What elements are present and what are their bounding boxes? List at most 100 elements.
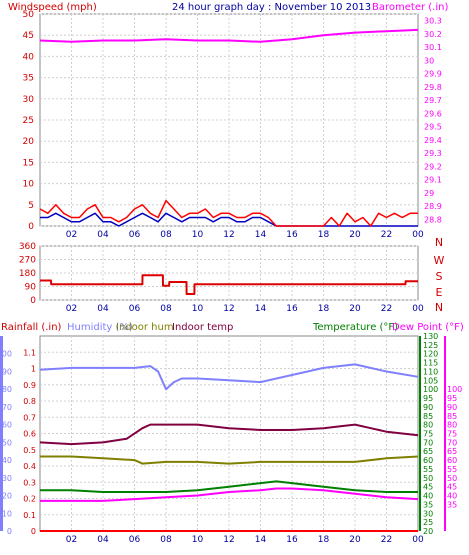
wind-xtick-10: 10	[192, 230, 204, 240]
temp-xtick-22: 22	[381, 535, 392, 545]
direction-xtick-08: 08	[160, 304, 172, 314]
windspeed-axis-title: Windspeed (mph)	[8, 2, 97, 13]
dew-ytick-95: 95	[447, 394, 457, 403]
dew-ytick-45: 45	[447, 483, 457, 492]
humidity-ytick-10: 10	[2, 509, 12, 518]
temp-ytick-45: 45	[423, 483, 433, 492]
temp-ytick-95: 95	[423, 394, 433, 403]
compass-label-4: N	[435, 301, 443, 314]
temp-ytick-105: 105	[423, 376, 438, 385]
humidity-ytick-90: 90	[2, 367, 12, 376]
baro-ytick-28.8: 28.8	[424, 215, 442, 224]
temp-ytick-65: 65	[423, 447, 433, 456]
temp-xtick-10: 10	[192, 535, 204, 545]
baro-ytick-29.3: 29.3	[424, 149, 442, 158]
humidity-ytick-0: 0	[7, 527, 12, 536]
series-temperature---f-	[40, 480, 418, 493]
compass-label-0: N	[435, 236, 443, 249]
dew-ytick-85: 85	[447, 412, 457, 421]
rain-ytick-0.5: 0.5	[23, 446, 36, 455]
compass-label-1: W	[434, 254, 445, 267]
wind-xtick-04: 04	[97, 230, 109, 240]
wind-xtick-16: 16	[286, 230, 298, 240]
wind-ytick-10: 10	[23, 180, 35, 190]
dew-ytick-60: 60	[447, 456, 457, 465]
temp-ytick-100: 100	[423, 385, 438, 394]
dew-ytick-100: 100	[447, 385, 462, 394]
rain-ytick-0.8: 0.8	[23, 397, 36, 406]
wind-ytick-15: 15	[23, 158, 34, 168]
temp-ytick-130: 130	[423, 332, 438, 341]
wind-ytick-45: 45	[23, 31, 34, 41]
direction-xtick-10: 10	[192, 304, 204, 314]
series-dew-point---f-	[40, 487, 419, 502]
direction-ytick-90: 90	[25, 283, 37, 293]
baro-ytick-29.5: 29.5	[424, 123, 442, 132]
rain-ytick-0.7: 0.7	[23, 413, 36, 422]
rain-ytick-0.1: 0.1	[23, 511, 36, 520]
direction-ytick-360: 360	[19, 242, 36, 252]
wind-xtick-14: 14	[255, 230, 267, 240]
humidity-ytick-60: 60	[2, 421, 12, 430]
dew-ytick-65: 65	[447, 447, 457, 456]
wind-xtick-20: 20	[349, 230, 361, 240]
temp-ytick-25: 25	[423, 518, 433, 527]
temp-ytick-35: 35	[423, 500, 433, 509]
wind-ytick-25: 25	[23, 116, 34, 126]
direction-xtick-14: 14	[255, 304, 267, 314]
baro-ytick-29.1: 29.1	[424, 176, 442, 185]
temp-xtick-08: 08	[160, 535, 172, 545]
dew-ytick-55: 55	[447, 465, 457, 474]
temp-ytick-55: 55	[423, 465, 433, 474]
wind-ytick-0: 0	[28, 222, 34, 232]
humidity-ytick-40: 40	[2, 456, 12, 465]
rain-ytick-1: 1	[31, 365, 36, 374]
direction-xtick-20: 20	[349, 304, 361, 314]
direction-xtick-04: 04	[97, 304, 109, 314]
indoor-hum-legend-label: Indoor hum	[116, 322, 174, 333]
rain-ytick-0.6: 0.6	[23, 430, 36, 439]
baro-ytick-30.2: 30.2	[424, 30, 442, 39]
humidity-axis-bar	[0, 336, 3, 531]
compass-label-3: E	[436, 286, 443, 299]
wind-xtick-18: 18	[318, 230, 330, 240]
series-wind-gust--mph-	[39, 199, 418, 227]
series-humidity----	[39, 363, 419, 391]
rain-ytick-0.2: 0.2	[23, 495, 36, 504]
baro-ytick-29.6: 29.6	[424, 109, 442, 118]
baro-ytick-30.3: 30.3	[424, 17, 442, 26]
direction-ytick-270: 270	[19, 256, 36, 266]
temp-xtick-04: 04	[97, 535, 109, 545]
dew-ytick-90: 90	[447, 403, 457, 412]
humidity-legend-label: Humidity (%)	[67, 322, 133, 333]
temp-xtick-06: 06	[129, 535, 141, 545]
baro-ytick-29.4: 29.4	[424, 136, 442, 145]
baro-ytick-29.8: 29.8	[424, 83, 442, 92]
temp-xtick-18: 18	[318, 535, 330, 545]
temp-ytick-60: 60	[423, 456, 433, 465]
wind-ytick-35: 35	[23, 74, 34, 84]
series-indoor-hum	[40, 455, 419, 465]
compass-label-2: S	[436, 270, 443, 283]
wind-xtick-00: 00	[412, 230, 424, 240]
wind-xtick-22: 22	[381, 230, 392, 240]
wind-ytick-5: 5	[28, 201, 34, 211]
chart-layer: 0510152025303540455028.828.92929.129.229…	[0, 10, 462, 545]
temp-ytick-90: 90	[423, 403, 433, 412]
direction-xtick-16: 16	[286, 304, 298, 314]
series-wind-direction	[40, 274, 418, 295]
rainfall-axis-title: Rainfall (.in)	[1, 322, 62, 333]
temp-ytick-125: 125	[423, 341, 438, 350]
dew-point-axis-title: Dew Point (°F)	[392, 322, 464, 333]
barometer-axis-title: Barometer (.in)	[372, 2, 448, 13]
rain-ytick-0.4: 0.4	[23, 462, 36, 471]
baro-ytick-29.2: 29.2	[424, 162, 442, 171]
dew-ytick-80: 80	[447, 421, 457, 430]
temp-xtick-12: 12	[223, 535, 234, 545]
rain-ytick-0: 0	[31, 527, 36, 536]
temp-ytick-120: 120	[423, 350, 438, 359]
dew-ytick-70: 70	[447, 438, 457, 447]
temp-xtick-16: 16	[286, 535, 298, 545]
dew-ytick-50: 50	[447, 474, 457, 483]
baro-ytick-29.9: 29.9	[424, 70, 442, 79]
